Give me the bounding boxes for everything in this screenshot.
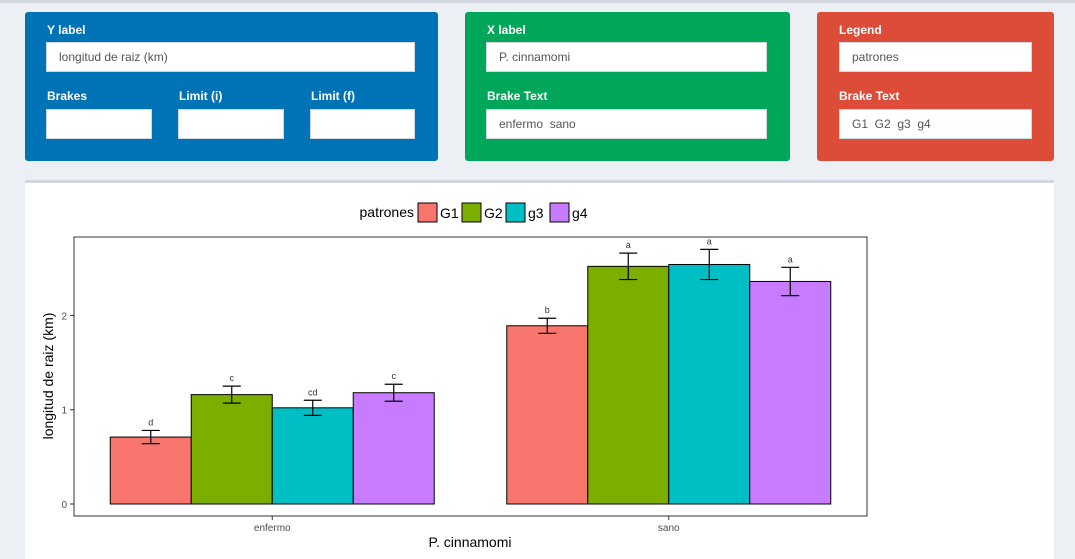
legend-key: [549, 202, 570, 223]
bar: [271, 407, 354, 505]
bar-chart: patrones G1 G2 g3 g4 0 1 2 enfermo sano d c cd c b…: [40, 202, 868, 550]
legend-label: G2: [484, 205, 503, 221]
significance-label: c: [230, 373, 235, 383]
limit-i-label: Limit (i): [179, 89, 223, 103]
legend-label: g3: [528, 205, 544, 221]
significance-label: a: [626, 240, 631, 250]
y-axis-title: longitud de raiz (km): [40, 313, 56, 440]
limit-f-label: Limit (f): [311, 89, 355, 103]
legend-brake-text-input[interactable]: G1 G2 g3 g4: [839, 109, 1032, 139]
significance-label: b: [545, 305, 550, 315]
x-axis: enfermo sano: [254, 516, 680, 534]
legend-key: [417, 202, 438, 223]
legend-brake-text-label: Brake Text: [839, 89, 900, 103]
legend-title-text: patrones: [360, 204, 414, 220]
y-tick-label: 0: [61, 500, 67, 511]
x-brake-text-label: Brake Text: [487, 89, 548, 103]
significance-label: a: [707, 236, 712, 246]
bar: [190, 394, 273, 505]
y-label-title: Y label: [47, 23, 86, 37]
significance-label: a: [788, 254, 793, 264]
limit-i-input[interactable]: [178, 109, 284, 139]
legend-panel: Legend patrones Brake Text G1 G2 g3 g4: [817, 12, 1054, 161]
brakes-input[interactable]: [46, 109, 152, 139]
legend-input[interactable]: patrones: [839, 42, 1032, 72]
legend-title: Legend: [839, 23, 882, 37]
x-label-panel: X label P. cinnamomi Brake Text enfermo …: [465, 12, 790, 161]
bar: [587, 265, 670, 505]
y-label-input[interactable]: longitud de raiz (km): [46, 42, 415, 72]
legend: patrones G1 G2 g3 g4: [360, 202, 588, 223]
significance-label: c: [392, 371, 397, 381]
plot-panel: patrones G1 G2 g3 g4 0 1 2 enfermo sano d c cd c b…: [25, 180, 1054, 559]
bar: [506, 325, 589, 505]
bar: [109, 436, 192, 505]
bar: [352, 392, 435, 505]
significance-label: cd: [308, 387, 318, 397]
x-tick-label: enfermo: [254, 523, 291, 534]
legend-key: [505, 202, 526, 223]
plot-border: [73, 236, 868, 517]
bar: [749, 280, 832, 505]
significance-label: d: [148, 417, 153, 427]
x-label-title: X label: [487, 23, 526, 37]
bars: d c cd c b a a a: [109, 236, 832, 505]
x-axis-title: P. cinnamomi: [428, 534, 511, 550]
x-brake-text-input[interactable]: enfermo sano: [486, 109, 767, 139]
y-tick-label: 2: [61, 311, 67, 322]
y-tick-label: 1: [61, 406, 67, 417]
legend-label: G1: [440, 205, 459, 221]
x-label-input[interactable]: P. cinnamomi: [486, 42, 767, 72]
y-axis: 0 1 2: [61, 311, 74, 511]
limit-f-input[interactable]: [310, 109, 415, 139]
legend-label: g4: [572, 205, 588, 221]
x-tick-label: sano: [658, 523, 680, 534]
brakes-label: Brakes: [47, 89, 88, 103]
top-border: [0, 0, 1075, 3]
bar: [668, 263, 751, 505]
legend-key: [461, 202, 482, 223]
y-label-panel: Y label longitud de raiz (km) Brakes Lim…: [25, 12, 438, 161]
